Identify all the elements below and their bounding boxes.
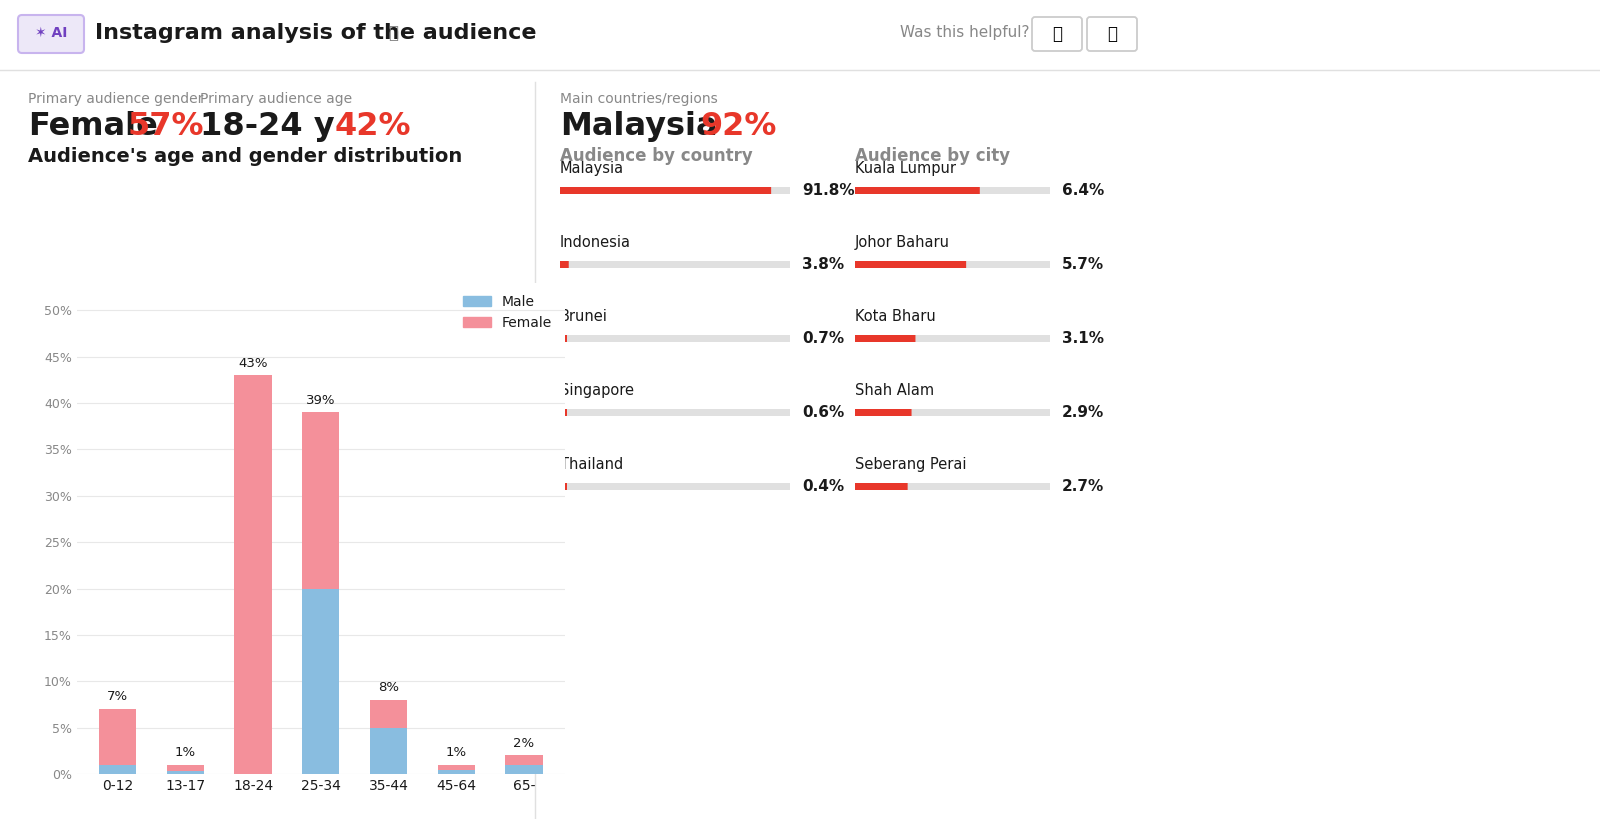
FancyBboxPatch shape [560,409,566,416]
Bar [166,765,203,771]
Bar [166,771,203,774]
FancyBboxPatch shape [1086,17,1138,51]
Legend: Male, Female: Male, Female [458,289,558,336]
Bar [560,409,790,416]
Text: Johor Baharu: Johor Baharu [854,235,950,250]
FancyBboxPatch shape [560,261,568,268]
Bar [235,375,272,774]
Bar [560,335,790,342]
Bar [302,412,339,589]
Bar [438,770,475,774]
Text: 91.8%: 91.8% [802,183,854,198]
Text: Kota Bharu: Kota Bharu [854,309,936,324]
Bar [438,765,475,770]
Bar [506,755,542,765]
Text: 1%: 1% [174,746,195,759]
Text: 57%: 57% [128,111,205,142]
Text: Brunei: Brunei [560,309,608,324]
Text: Shah Alam: Shah Alam [854,383,934,398]
Bar [99,765,136,774]
Text: Was this helpful?: Was this helpful? [899,25,1029,40]
Bar [370,699,406,727]
Bar [99,709,136,765]
Bar [854,409,1050,416]
FancyBboxPatch shape [854,335,915,342]
Text: 0.4%: 0.4% [802,479,845,494]
Text: 2.9%: 2.9% [1062,405,1104,420]
Text: Audience's age and gender distribution: Audience's age and gender distribution [29,147,462,166]
FancyBboxPatch shape [1032,17,1082,51]
Text: 0.7%: 0.7% [802,331,845,346]
Text: Primary audience gender: Primary audience gender [29,92,203,106]
FancyBboxPatch shape [560,335,566,342]
Text: Thailand: Thailand [560,457,624,472]
Text: 2.7%: 2.7% [1062,479,1104,494]
Text: Audience by city: Audience by city [854,147,1010,165]
Text: 39%: 39% [306,394,336,407]
Text: 42%: 42% [334,111,411,142]
Bar [854,261,1050,268]
Text: 8%: 8% [378,681,398,695]
Text: Malaysia: Malaysia [560,161,624,176]
Bar [854,335,1050,342]
FancyBboxPatch shape [854,409,912,416]
Bar [560,187,790,194]
FancyBboxPatch shape [854,261,966,268]
Text: 3.8%: 3.8% [802,257,845,272]
Bar [370,727,406,774]
Bar [560,261,790,268]
Text: 2%: 2% [514,737,534,750]
Text: Seberang Perai: Seberang Perai [854,457,966,472]
Text: ✶ AI: ✶ AI [35,26,67,40]
Text: 7%: 7% [107,690,128,704]
Text: Malaysia: Malaysia [560,111,718,142]
Text: Audience by country: Audience by country [560,147,752,165]
Text: 👎: 👎 [1107,25,1117,43]
Bar [506,765,542,774]
Text: Main countries/regions: Main countries/regions [560,92,718,106]
Text: 5.7%: 5.7% [1062,257,1104,272]
Text: Singapore: Singapore [560,383,634,398]
Text: 3.1%: 3.1% [1062,331,1104,346]
FancyBboxPatch shape [560,187,771,194]
Text: 43%: 43% [238,357,267,369]
Text: 0.6%: 0.6% [802,405,845,420]
Text: 6.4%: 6.4% [1062,183,1104,198]
FancyBboxPatch shape [854,483,907,490]
FancyBboxPatch shape [18,15,83,53]
Bar [854,483,1050,490]
Bar [854,187,1050,194]
Text: ⓘ: ⓘ [387,24,398,42]
Text: 92%: 92% [701,111,776,142]
Text: Female: Female [29,111,158,142]
Text: 1%: 1% [446,746,467,759]
FancyBboxPatch shape [854,187,979,194]
Text: 👍: 👍 [1053,25,1062,43]
FancyBboxPatch shape [560,483,566,490]
Bar [302,589,339,774]
Text: 18-24 y: 18-24 y [200,111,334,142]
Text: Kuala Lumpur: Kuala Lumpur [854,161,957,176]
Text: Instagram analysis of the audience: Instagram analysis of the audience [94,23,536,43]
Text: Indonesia: Indonesia [560,235,630,250]
Text: Primary audience age: Primary audience age [200,92,352,106]
Bar [560,483,790,490]
